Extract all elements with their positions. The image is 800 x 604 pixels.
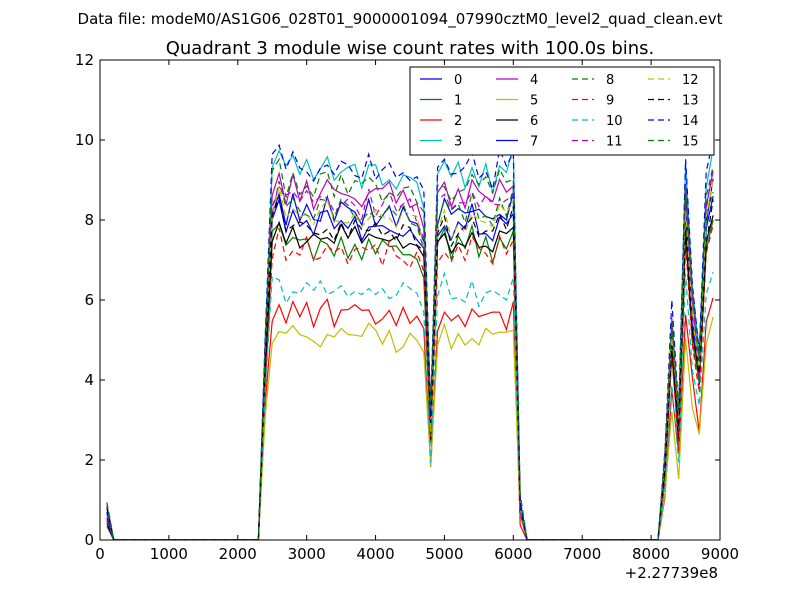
y-tick-label: 4 <box>84 371 94 389</box>
series-line-3 <box>106 146 714 540</box>
series-line-5 <box>106 316 714 540</box>
legend-label-13: 13 <box>682 94 699 109</box>
x-tick-label: 0 <box>95 545 105 563</box>
series-line-8 <box>106 181 714 540</box>
series-line-15 <box>106 157 714 540</box>
y-tick-label: 6 <box>84 291 94 309</box>
legend-label-8: 8 <box>606 73 614 88</box>
x-tick-label: 3000 <box>288 545 326 563</box>
x-tick-label: 8000 <box>632 545 670 563</box>
y-tick-label: 10 <box>75 131 94 149</box>
x-tick-label: 6000 <box>494 545 532 563</box>
legend-label-1: 1 <box>454 94 462 109</box>
y-tick-label: 12 <box>75 51 94 69</box>
x-tick-label: 1000 <box>150 545 188 563</box>
legend-label-3: 3 <box>454 135 462 150</box>
chart-title: Quadrant 3 module wise count rates with … <box>166 38 655 59</box>
series-line-11 <box>106 166 714 540</box>
series-layer <box>106 140 714 540</box>
y-tick-label: 8 <box>84 211 94 229</box>
series-line-0 <box>106 195 714 540</box>
series-line-12 <box>106 180 714 540</box>
legend-label-5: 5 <box>530 94 538 109</box>
legend-label-11: 11 <box>606 135 623 150</box>
y-tick-label: 2 <box>84 451 94 469</box>
y-tick-label: 0 <box>84 531 94 549</box>
series-line-13 <box>106 195 714 540</box>
legend-label-6: 6 <box>530 114 538 129</box>
legend-label-15: 15 <box>682 135 699 150</box>
series-line-4 <box>106 170 714 540</box>
legend-label-2: 2 <box>454 114 462 129</box>
legend-label-14: 14 <box>682 114 699 129</box>
x-tick-label: 4000 <box>356 545 394 563</box>
legend-label-0: 0 <box>454 73 462 88</box>
legend-label-12: 12 <box>682 73 699 88</box>
axis-ticks: 0 1000 2000 3000 4000 5000 6000 7000 8000 9000 0 2 4… <box>75 51 739 563</box>
series-line-10 <box>106 271 714 540</box>
series-line-9 <box>106 224 714 540</box>
x-tick-label: 5000 <box>425 545 463 563</box>
series-line-2 <box>106 297 714 540</box>
legend-label-9: 9 <box>606 94 614 109</box>
series-line-14 <box>106 140 714 540</box>
series-line-6 <box>106 215 714 540</box>
x-tick-label: 7000 <box>563 545 601 563</box>
x-tick-label: 2000 <box>219 545 257 563</box>
data-file-title: Data file: modeM0/AS1G06_028T01_90000010… <box>78 10 723 29</box>
x-tick-label: 9000 <box>701 545 739 563</box>
legend-label-10: 10 <box>606 114 623 129</box>
legend-label-4: 4 <box>530 73 538 88</box>
legend-label-7: 7 <box>530 135 538 150</box>
x-axis-offset-label: +2.27739e8 <box>625 564 718 582</box>
series-line-1 <box>106 219 714 540</box>
series-line-7 <box>106 178 714 540</box>
